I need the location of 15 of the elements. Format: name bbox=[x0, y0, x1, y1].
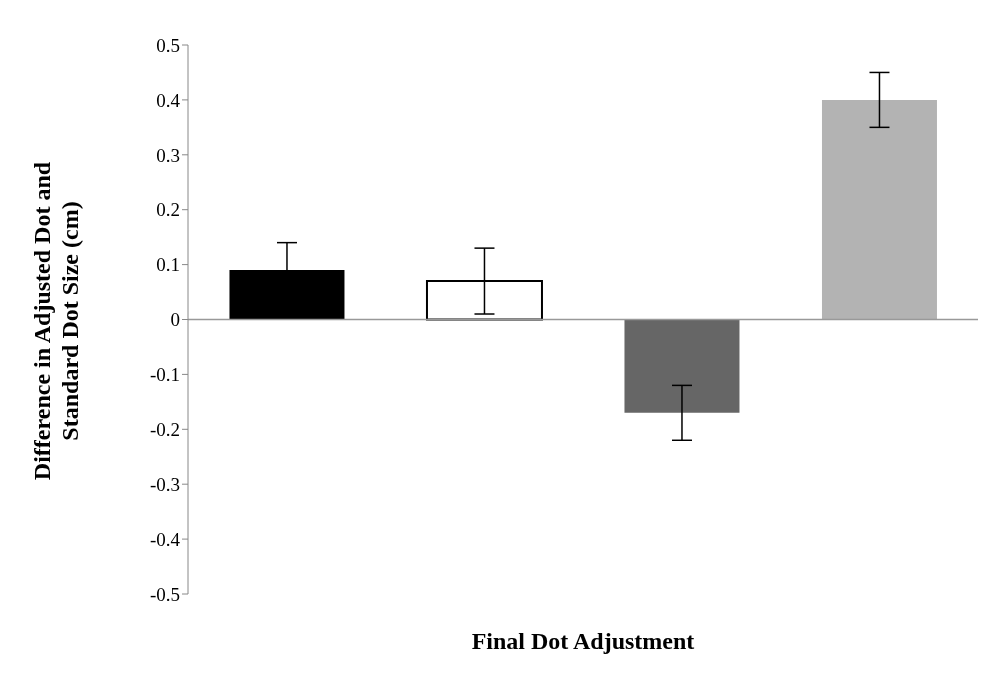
y-axis-title: Difference in Adjusted Dot and Standard Dot Size (cm) bbox=[28, 160, 84, 483]
y-tick-label: -0.2 bbox=[149, 419, 180, 441]
y-tick-label: 0.5 bbox=[156, 34, 180, 56]
y-tick-label: -0.3 bbox=[149, 473, 180, 495]
y-tick-label: -0.1 bbox=[149, 364, 180, 386]
bar bbox=[821, 99, 937, 320]
y-tick-label: 0.4 bbox=[156, 89, 181, 111]
x-axis-title: Final Dot Adjustment bbox=[471, 628, 695, 654]
y-tick-label: -0.4 bbox=[149, 528, 181, 550]
y-tick-label: 0.1 bbox=[156, 254, 180, 276]
y-tick-label: 0 bbox=[170, 309, 180, 331]
y-tick-label: -0.5 bbox=[149, 583, 180, 605]
y-tick-label: 0.2 bbox=[156, 199, 180, 221]
bar bbox=[624, 319, 740, 413]
y-tick-label: 0.3 bbox=[156, 144, 180, 166]
